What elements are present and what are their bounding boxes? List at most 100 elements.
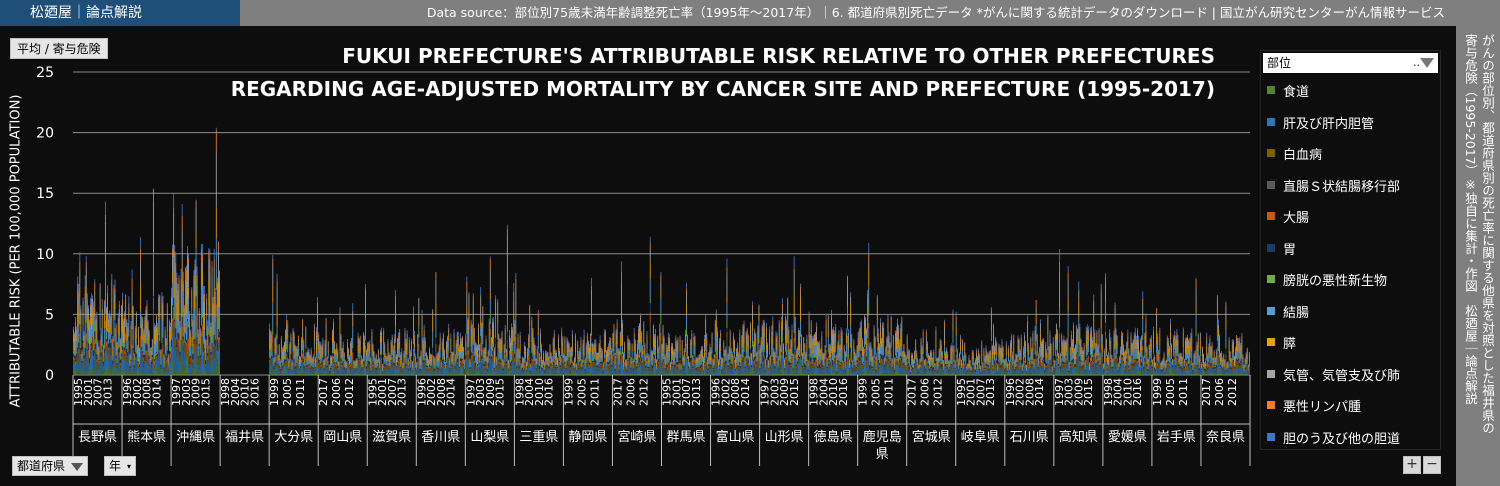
bar-segment[interactable] [346,366,347,368]
bar-segment[interactable] [538,349,539,351]
bar-segment[interactable] [75,341,76,353]
bar-segment[interactable] [318,350,319,356]
bar-segment[interactable] [378,364,379,365]
bar-segment[interactable] [74,354,75,355]
bar-segment[interactable] [304,369,305,370]
bar-segment[interactable] [438,368,439,369]
bar-segment[interactable] [197,364,198,373]
bar-segment[interactable] [179,334,180,341]
bar-segment[interactable] [314,348,315,350]
bar-segment[interactable] [289,364,290,365]
bar-segment[interactable] [286,339,287,343]
bar-segment[interactable] [487,359,488,363]
bar-segment[interactable] [407,350,408,352]
bar-segment[interactable] [363,332,364,334]
bar-segment[interactable] [425,371,426,375]
bar-segment[interactable] [442,363,443,364]
bar-segment[interactable] [416,367,417,369]
bar-segment[interactable] [100,330,101,340]
bar-segment[interactable] [201,262,202,273]
bar-segment[interactable] [124,313,125,318]
bar-segment[interactable] [406,360,407,364]
bar-segment[interactable] [175,347,176,348]
bar-segment[interactable] [115,280,116,289]
bar-segment[interactable] [482,349,483,352]
bar-segment[interactable] [550,363,551,366]
bar-segment[interactable] [288,360,289,361]
bar-segment[interactable] [450,353,451,354]
bar-segment[interactable] [531,359,532,363]
bar-segment[interactable] [325,340,326,344]
bar-segment[interactable] [173,193,174,207]
bar-segment[interactable] [388,371,389,374]
bar-segment[interactable] [73,354,74,357]
bar-segment[interactable] [127,352,128,356]
bar-segment[interactable] [154,359,155,360]
bar-segment[interactable] [437,369,438,370]
bar-segment[interactable] [535,355,536,360]
bar-segment[interactable] [154,334,155,344]
bar-segment[interactable] [195,331,196,339]
bar-segment[interactable] [196,207,197,234]
bar-segment[interactable] [78,306,79,327]
bar-segment[interactable] [352,321,353,326]
bar-segment[interactable] [149,340,150,347]
bar-segment[interactable] [552,366,553,368]
bar-segment[interactable] [191,337,192,342]
bar-segment[interactable] [209,271,210,299]
bar-segment[interactable] [312,370,313,371]
bar-segment[interactable] [136,339,137,352]
bar-segment[interactable] [316,362,317,366]
bar-segment[interactable] [283,369,284,373]
bar-segment[interactable] [453,353,454,358]
bar-segment[interactable] [294,332,295,334]
bar-segment[interactable] [372,329,373,331]
bar-segment[interactable] [536,370,537,374]
bar-segment[interactable] [388,343,389,346]
bar-segment[interactable] [300,370,301,374]
bar-segment[interactable] [155,345,156,354]
bar-segment[interactable] [156,317,157,319]
bar-segment[interactable] [193,312,194,338]
bar-segment[interactable] [283,356,284,359]
bar-segment[interactable] [289,374,290,375]
bar-segment[interactable] [168,370,169,371]
bar-segment[interactable] [437,354,438,356]
bar-segment[interactable] [442,364,443,369]
bar-segment[interactable] [149,373,150,375]
bar-segment[interactable] [433,374,434,375]
bar-segment[interactable] [198,358,199,359]
bar-segment[interactable] [499,359,500,362]
bar-segment[interactable] [381,332,382,336]
bar-segment[interactable] [192,368,193,371]
bar-segment[interactable] [108,319,109,327]
bar-segment[interactable] [142,329,143,340]
bar-segment[interactable] [190,347,191,356]
bar-segment[interactable] [85,318,86,340]
bar-segment[interactable] [98,340,99,342]
bar-segment[interactable] [539,359,540,361]
bar-segment[interactable] [469,348,470,355]
bar-segment[interactable] [209,317,210,330]
bar-segment[interactable] [205,338,206,339]
bar-segment[interactable] [217,312,218,337]
bar-segment[interactable] [417,356,418,359]
bar-segment[interactable] [448,356,449,361]
bar-segment[interactable] [182,338,183,345]
bar-segment[interactable] [494,351,495,356]
bar-segment[interactable] [216,338,217,341]
bar-segment[interactable] [492,355,493,356]
bar-segment[interactable] [422,352,423,356]
bar-segment[interactable] [446,342,447,345]
bar-segment[interactable] [333,324,334,331]
bar-segment[interactable] [341,356,342,359]
bar-segment[interactable] [333,322,334,324]
bar-segment[interactable] [443,334,444,338]
bar-segment[interactable] [100,358,101,359]
bar-segment[interactable] [74,372,75,375]
bar-segment[interactable] [320,344,321,346]
bar-segment[interactable] [443,361,444,362]
bar-segment[interactable] [406,369,407,372]
bar-segment[interactable] [475,360,476,363]
bar-segment[interactable] [375,365,376,367]
